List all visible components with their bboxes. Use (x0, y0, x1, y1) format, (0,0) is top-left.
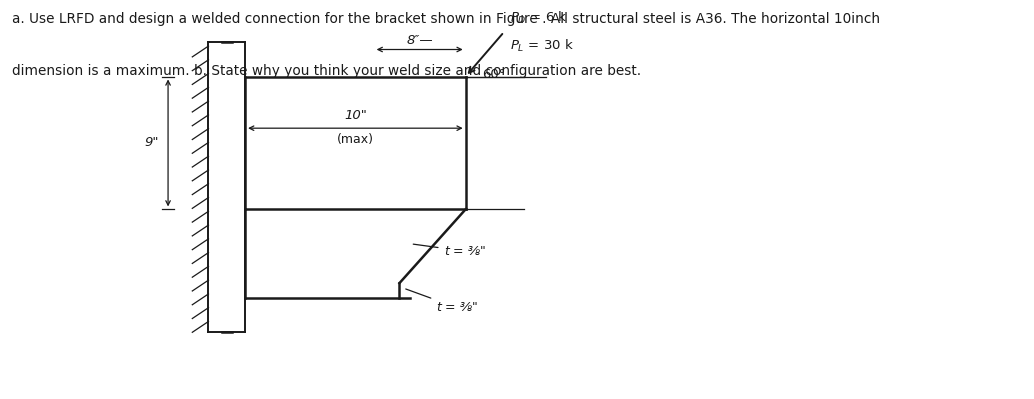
Text: $t$ = ⅜": $t$ = ⅜" (414, 244, 486, 258)
Text: $P_L$ = 30 k: $P_L$ = 30 k (510, 38, 574, 54)
Text: $P_D$ = 6 k: $P_D$ = 6 k (510, 10, 568, 26)
Text: 60°: 60° (482, 67, 506, 81)
Text: 8″—: 8″— (406, 34, 433, 47)
Text: $t$ = ⅜": $t$ = ⅜" (405, 289, 478, 314)
Text: 9": 9" (145, 136, 159, 150)
Text: a. Use LRFD and design a welded connection for the bracket shown in Figure . All: a. Use LRFD and design a welded connecti… (12, 12, 881, 26)
Text: 10": 10" (344, 109, 367, 122)
Text: dimension is a maximum. b. State why you think your weld size and configuration : dimension is a maximum. b. State why you… (12, 64, 641, 78)
Text: (max): (max) (337, 133, 374, 146)
